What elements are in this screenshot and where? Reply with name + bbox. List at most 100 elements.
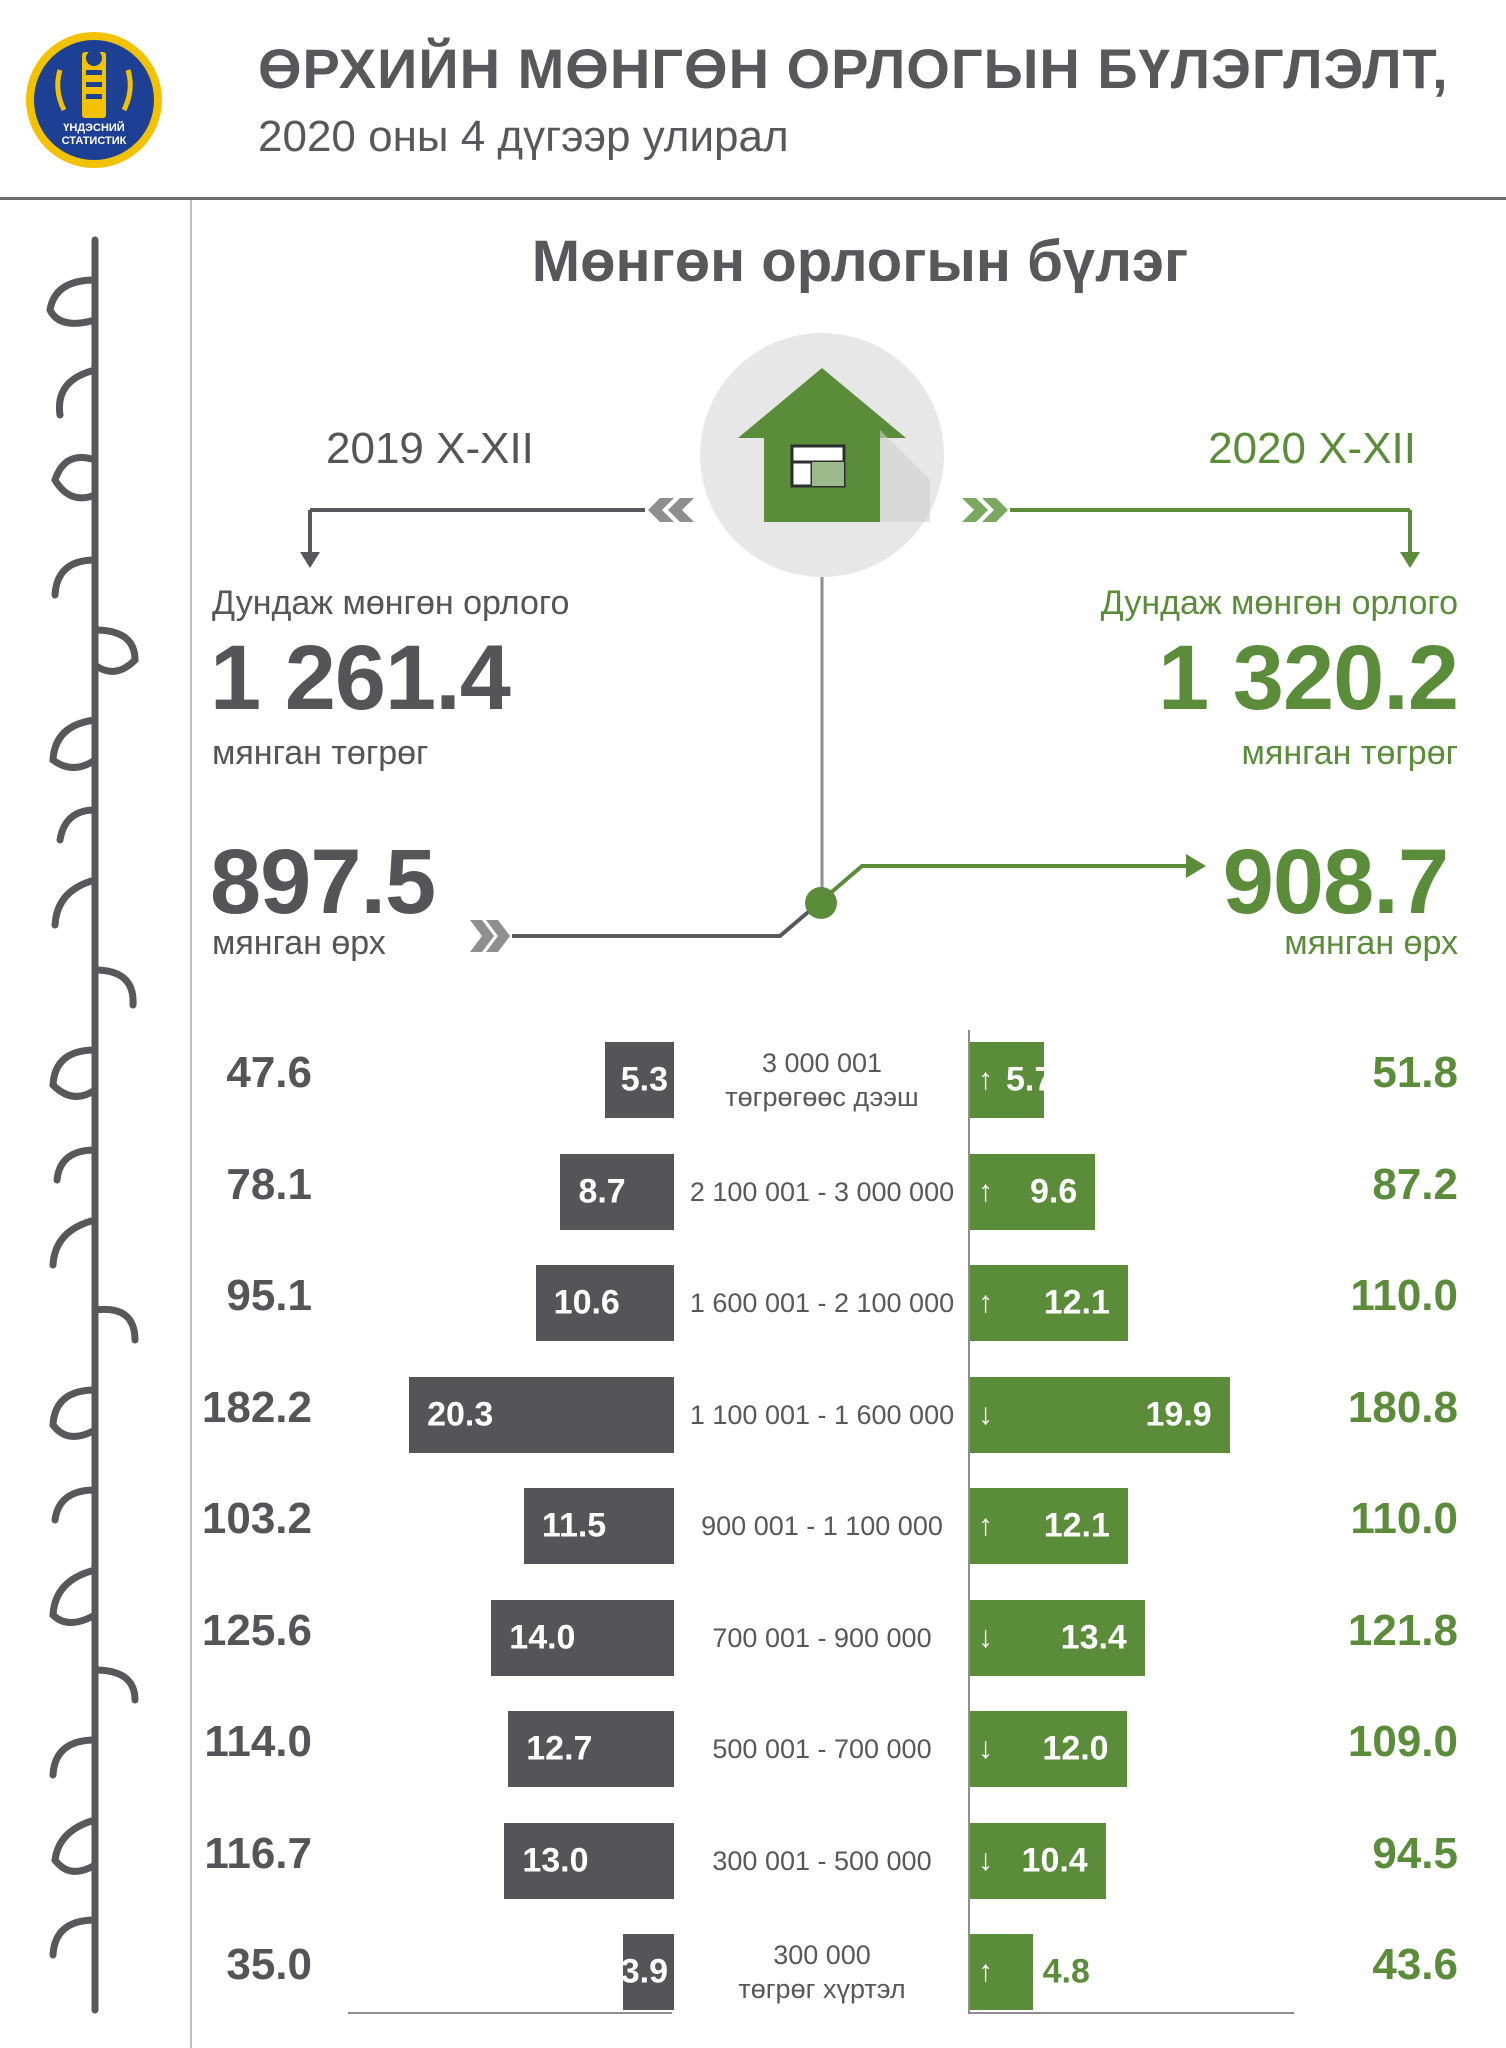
bar-2020-label: 9.6 (1030, 1172, 1078, 1211)
bar-2020: ↓ 12.0 (970, 1711, 1127, 1787)
households-2020: 43.6 (1372, 1940, 1458, 1989)
right-period: 2020 X-XII (1208, 424, 1416, 473)
category-label: 1 600 001 - 2 100 000 (682, 1286, 962, 1320)
bar-2019: 5.3 (604, 1042, 674, 1118)
left-avg-value: 1 261.4 (210, 627, 511, 729)
bar-2019-label: 10.6 (553, 1283, 620, 1322)
right-households-unit: мянган өрх (1284, 924, 1458, 962)
bar-2020-label: 12.1 (1043, 1283, 1110, 1322)
category-label-line: 300 000 (773, 1940, 871, 1970)
category-label: 500 001 - 700 000 (682, 1732, 962, 1766)
bar-2020: ↓ 10.4 (970, 1823, 1106, 1899)
bar-2019-label: 20.3 (427, 1395, 494, 1434)
house-icon (738, 368, 930, 522)
category-label-line: 900 001 - 1 100 000 (701, 1511, 943, 1541)
category-label-line: 500 001 - 700 000 (712, 1734, 932, 1764)
right-axis-baseline (968, 2012, 1294, 2014)
up-arrow-icon: ↑ (978, 1286, 993, 1319)
bar-2019-label: 5.3 (620, 1060, 668, 1099)
category-label: 300 000 төгрөг хүртэл (682, 1938, 962, 2006)
bar-2020: ↓ 19.9 (970, 1377, 1230, 1453)
left-avg-label: Дундаж мөнгөн орлого (212, 584, 570, 622)
households-2019: 125.6 (201, 1606, 312, 1655)
bar-2019: 11.5 (523, 1488, 674, 1564)
households-2020: 51.8 (1372, 1048, 1458, 1097)
bar-2020: ↑ 9.6 (970, 1154, 1096, 1230)
right-axis-line (968, 1030, 970, 2012)
left-households-value: 897.5 (210, 831, 436, 933)
left-households-unit: мянган өрх (212, 924, 386, 962)
category-label: 1 100 001 - 1 600 000 (682, 1398, 962, 1432)
households-2019: 114.0 (204, 1717, 312, 1766)
category-label-line: 2 100 001 - 3 000 000 (689, 1177, 955, 1207)
down-arrow-icon: ↓ (978, 1621, 993, 1654)
down-arrow-icon: ↓ (978, 1398, 993, 1431)
bar-2020: ↑ 4.8 (970, 1934, 1090, 2010)
bar-2020-label: 19.9 (1145, 1395, 1212, 1434)
households-2020: 121.8 (1347, 1606, 1458, 1655)
households-2019: 182.2 (201, 1383, 312, 1432)
households-2019: 103.2 (201, 1494, 312, 1543)
households-2020: 94.5 (1372, 1829, 1458, 1878)
category-label: 700 001 - 900 000 (682, 1621, 962, 1655)
bar-2019: 12.7 (508, 1711, 674, 1787)
bar-2019-label: 3.9 (620, 1952, 668, 1991)
down-arrow-icon: ↓ (978, 1844, 993, 1877)
bar-2019-label: 13.0 (522, 1841, 589, 1880)
bar-2019: 10.6 (535, 1265, 674, 1341)
households-2019: 78.1 (226, 1160, 312, 1209)
header-divider (0, 197, 1506, 200)
households-2020: 110.0 (1350, 1494, 1458, 1543)
bar-2020: ↑ 5.7 (970, 1042, 1053, 1118)
up-arrow-icon: ↑ (978, 1509, 993, 1542)
bar-2020-label: 5.7 (1006, 1060, 1054, 1099)
category-label-line: төгрөг хүртэл (738, 1974, 906, 2004)
right-avg-unit: мянган төгрөг (1241, 734, 1458, 772)
households-2020: 180.8 (1347, 1383, 1458, 1432)
down-arrow-icon: ↓ (978, 1732, 993, 1765)
category-label: 2 100 001 - 3 000 000 (682, 1175, 962, 1209)
bar-2019: 20.3 (409, 1377, 674, 1453)
left-axis-baseline (348, 2012, 672, 2014)
up-arrow-icon: ↑ (978, 1175, 993, 1208)
side-divider (190, 200, 192, 2048)
households-2019: 116.7 (204, 1829, 312, 1878)
bar-2019: 3.9 (620, 1934, 674, 2010)
category-label-line: 3 000 001 (761, 1048, 883, 1078)
category-label-line: төгрөгөөс дээш (725, 1082, 919, 1112)
up-arrow-icon: ↑ (978, 1955, 993, 1988)
bar-2020: ↑ 12.1 (970, 1265, 1128, 1341)
bar-2019: 13.0 (504, 1823, 674, 1899)
mongolian-script-decoration (46, 236, 139, 2014)
category-label: 3 000 001 төгрөгөөс дээш (682, 1046, 962, 1114)
section-title: Мөнгөн орлогын бүлэг (531, 229, 1189, 294)
up-arrow-icon: ↑ (978, 1063, 993, 1096)
bar-2019: 14.0 (491, 1600, 674, 1676)
category-label-line: 700 001 - 900 000 (712, 1623, 932, 1653)
bar-2019: 8.7 (560, 1154, 674, 1230)
category-label-line: 1 100 001 - 1 600 000 (689, 1400, 955, 1430)
bar-2019-label: 11.5 (541, 1506, 607, 1545)
households-2019: 47.6 (226, 1048, 312, 1097)
right-avg-value: 1 320.2 (1158, 627, 1459, 729)
bar-2019-label: 14.0 (509, 1618, 576, 1657)
bar-2020-label: 12.1 (1043, 1506, 1110, 1545)
down-arrow-icon (300, 552, 320, 568)
logo-text: ҮНДЭСНИЙ СТАТИСТИК (61, 122, 127, 147)
right-arrow-icon (1186, 854, 1206, 878)
bar-2020-label: 12.0 (1042, 1729, 1109, 1768)
households-2019: 35.0 (226, 1940, 312, 1989)
logo-emblem-icon (26, 32, 162, 168)
chevron-left-icon (648, 498, 694, 522)
left-period: 2019 X-XII (326, 424, 534, 473)
page-title: ӨРХИЙН МӨНГӨН ОРЛОГЫН БҮЛЭГЛЭЛТ, (258, 37, 1449, 100)
category-label: 900 001 - 1 100 000 (682, 1509, 962, 1543)
bar-2020: ↓ 13.4 (970, 1600, 1145, 1676)
chevron-right-icon (962, 498, 1008, 522)
right-households-value: 908.7 (1222, 831, 1449, 933)
category-label-line: 300 001 - 500 000 (712, 1846, 932, 1876)
category-label-line: 1 600 001 - 2 100 000 (689, 1288, 955, 1318)
category-label: 300 001 - 500 000 (682, 1844, 962, 1878)
